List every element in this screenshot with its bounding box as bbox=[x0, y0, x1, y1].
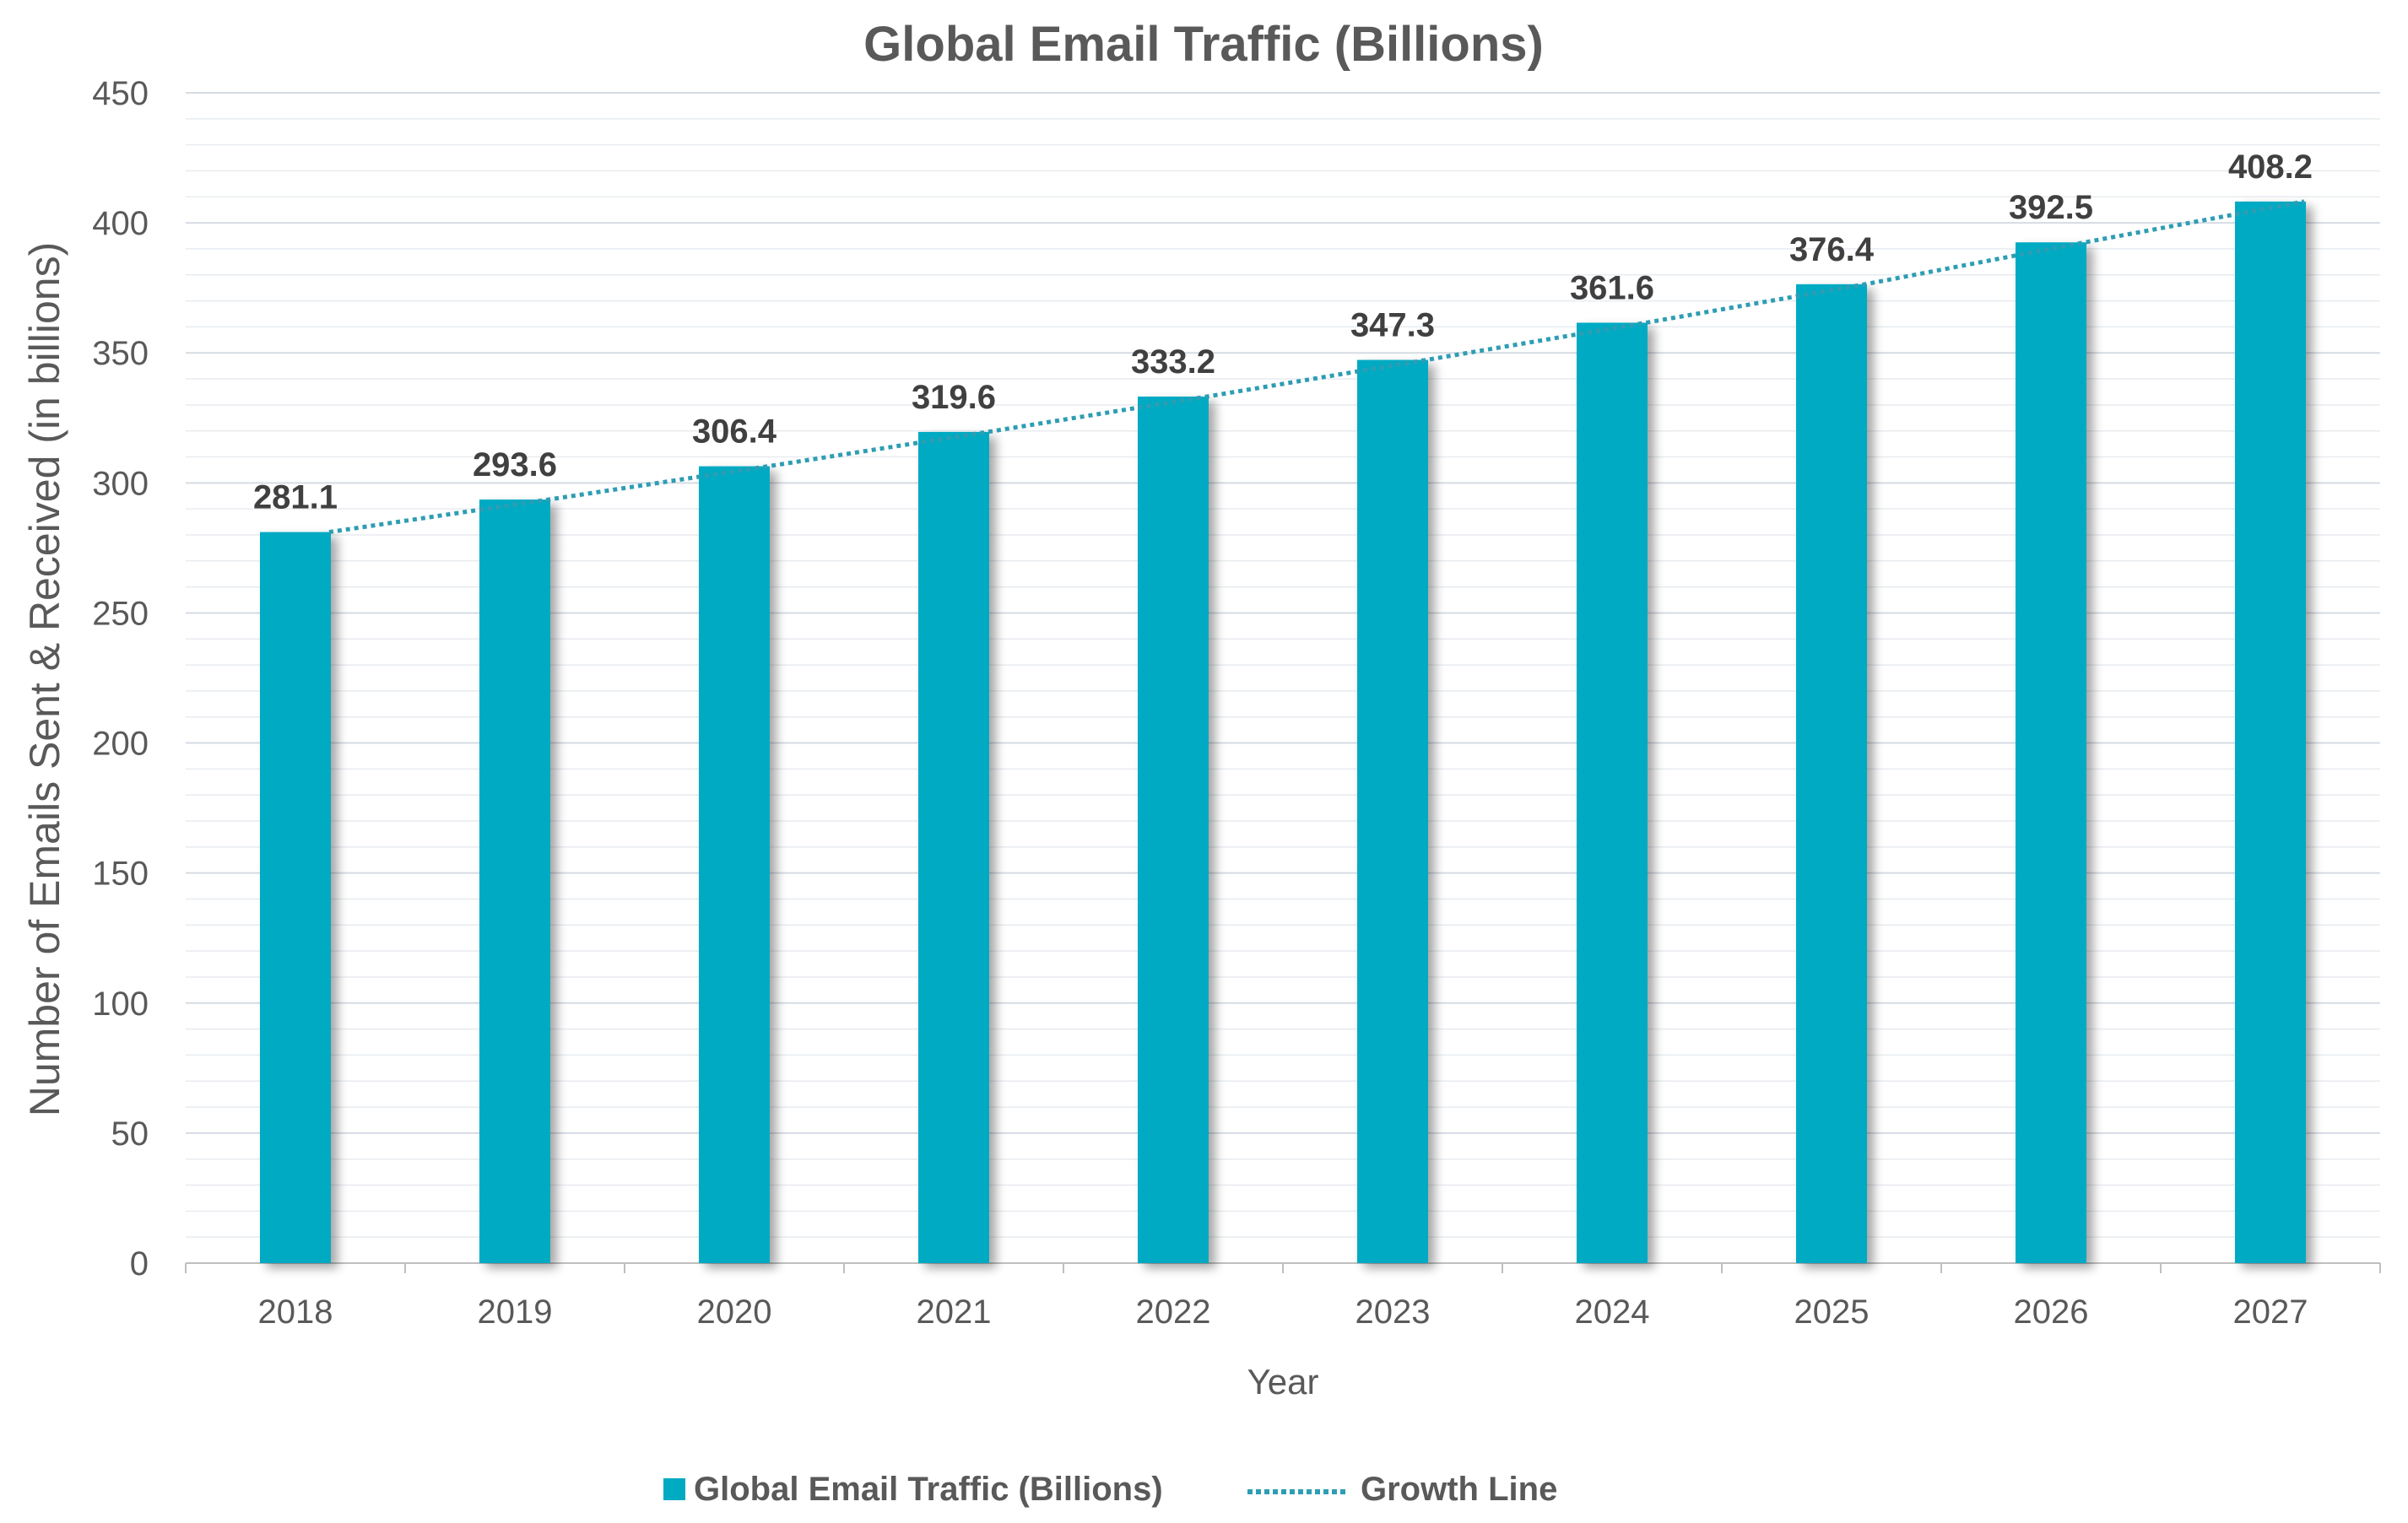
y-tick-label: 350 bbox=[92, 335, 149, 372]
y-tick-label: 100 bbox=[92, 986, 149, 1023]
x-tick-label: 2023 bbox=[1356, 1293, 1431, 1331]
bar bbox=[1138, 397, 1209, 1264]
y-tick-label: 50 bbox=[111, 1115, 149, 1153]
legend: Global Email Traffic (Billions) Growth L… bbox=[663, 1471, 1557, 1508]
growth-line bbox=[328, 199, 2305, 535]
y-axis-title: Number of Emails Sent & Received (in bil… bbox=[21, 242, 68, 1117]
gridlines bbox=[186, 92, 2380, 1238]
bar bbox=[1796, 284, 1867, 1263]
legend-bar-swatch bbox=[663, 1478, 685, 1500]
y-tick-label: 200 bbox=[92, 726, 149, 763]
bar-series bbox=[260, 201, 2306, 1264]
legend-line-label: Growth Line bbox=[1361, 1471, 1557, 1508]
x-tick-label: 2025 bbox=[1794, 1293, 1870, 1331]
y-tick-label: 300 bbox=[92, 465, 149, 502]
bar bbox=[260, 532, 331, 1263]
data-label: 333.2 bbox=[1131, 343, 1215, 381]
data-label: 361.6 bbox=[1570, 269, 1654, 306]
data-label: 347.3 bbox=[1350, 307, 1435, 344]
bar bbox=[699, 466, 770, 1263]
data-label: 293.6 bbox=[473, 446, 557, 483]
chart-title: Global Email Traffic (Billions) bbox=[863, 17, 1544, 72]
x-tick-label: 2019 bbox=[478, 1293, 553, 1331]
axes bbox=[185, 1262, 2381, 1273]
x-tick-label: 2027 bbox=[2233, 1293, 2308, 1331]
bar bbox=[2235, 201, 2306, 1263]
x-tick-label: 2022 bbox=[1136, 1293, 1211, 1331]
data-label: 376.4 bbox=[1789, 231, 1875, 268]
data-labels: 281.1 293.6 306.4 319.6 333.2 347.3 361.6 376.4… bbox=[253, 149, 2313, 516]
data-label: 306.4 bbox=[692, 413, 777, 451]
x-tick-label: 2020 bbox=[697, 1293, 772, 1331]
bar bbox=[2016, 242, 2086, 1263]
x-axis-tick-labels: 2018 2019 2020 2021 2022 2023 2024 2025 2026 2027 bbox=[258, 1293, 2308, 1331]
bar bbox=[479, 500, 550, 1263]
x-tick-label: 2021 bbox=[917, 1293, 992, 1331]
x-tick-label: 2026 bbox=[2014, 1293, 2089, 1331]
bar bbox=[1357, 359, 1428, 1264]
data-label: 281.1 bbox=[253, 479, 338, 516]
x-tick-label: 2018 bbox=[258, 1293, 333, 1331]
y-tick-label: 150 bbox=[92, 856, 149, 893]
y-tick-label: 450 bbox=[92, 75, 149, 112]
legend-bar-label: Global Email Traffic (Billions) bbox=[694, 1471, 1163, 1508]
bar bbox=[918, 431, 989, 1264]
data-label: 392.5 bbox=[2009, 189, 2093, 226]
y-axis-tick-labels: 0 50 100 150 200 250 300 350 400 450 bbox=[92, 75, 149, 1283]
y-tick-label: 400 bbox=[92, 205, 149, 242]
x-tick-label: 2024 bbox=[1575, 1293, 1650, 1331]
x-axis-title: Year bbox=[1247, 1362, 1319, 1401]
y-tick-label: 0 bbox=[130, 1245, 149, 1283]
growth-line-series bbox=[328, 199, 2305, 535]
bar bbox=[1577, 322, 1648, 1263]
data-label: 408.2 bbox=[2228, 149, 2313, 186]
y-tick-label: 250 bbox=[92, 595, 149, 632]
data-label: 319.6 bbox=[912, 379, 996, 416]
